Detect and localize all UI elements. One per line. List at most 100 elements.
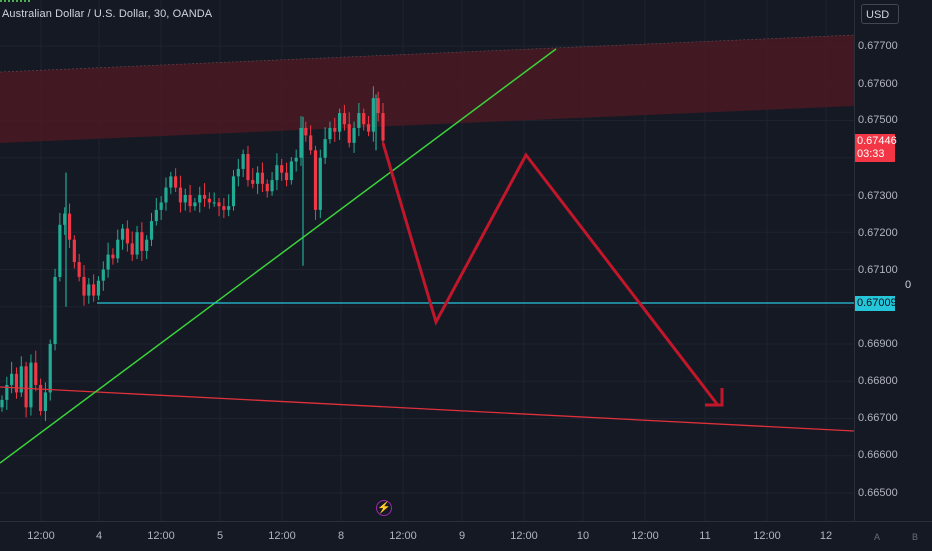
candle-body (0, 399, 4, 408)
candle-body (19, 366, 23, 393)
candle-body (125, 228, 129, 244)
candle-body (48, 344, 52, 393)
candle-body (140, 232, 144, 251)
candle-body (333, 127, 337, 132)
time-label: 8 (337, 530, 345, 542)
candle-body (294, 157, 298, 162)
uptrend-line[interactable] (0, 48, 557, 464)
candle-body (135, 232, 139, 255)
candle-body (289, 161, 293, 181)
last-price-tag[interactable]: 0.67446 03:33 (855, 134, 897, 162)
candle-body (202, 195, 207, 199)
price-axis[interactable]: USD 0.67700 0.67600 0.67500 0.67446 03:3… (854, 0, 932, 521)
candle-body (63, 213, 67, 225)
candle-body (5, 384, 9, 400)
candle-body (116, 239, 120, 259)
candle-body (270, 180, 274, 192)
candle-body (323, 139, 327, 158)
candles (0, 86, 385, 422)
lightning-icon[interactable]: ⚡ (376, 500, 392, 516)
candle-body (34, 362, 38, 385)
candle-body (188, 195, 192, 207)
axis-right-value: 0 (905, 279, 912, 291)
candle-body (149, 221, 154, 240)
candle-body (169, 176, 173, 188)
price-label: 0.67700 (858, 40, 898, 52)
candle-body (275, 165, 279, 181)
candle-body (43, 392, 48, 412)
time-label: 12:00 (631, 530, 659, 542)
candle-body (328, 127, 332, 140)
support-line[interactable] (0, 386, 854, 432)
time-axis[interactable]: 12:00 4 12:00 5 12:00 8 12:00 9 12:00 10… (0, 521, 932, 551)
candle-body (309, 135, 313, 151)
candle-body (101, 269, 105, 281)
candle-body (342, 113, 347, 125)
candle-body (241, 154, 245, 169)
time-label: 12 (819, 530, 833, 542)
price-label: 0.67300 (858, 190, 898, 202)
candle-body (120, 228, 125, 240)
chart-area[interactable]: Australian Dollar / U.S. Dollar, 30, OAN… (0, 0, 854, 521)
price-label: 0.67600 (858, 78, 898, 90)
currency-button[interactable]: USD (861, 4, 899, 24)
candle-body (29, 362, 33, 408)
candle-body (10, 373, 14, 385)
candle-body (38, 384, 43, 412)
candle-body (82, 276, 86, 296)
candle-body (337, 113, 342, 132)
price-label: 0.67100 (858, 264, 898, 276)
candle-body (280, 165, 284, 173)
candle-body (212, 202, 216, 204)
price-label: 0.66800 (858, 375, 898, 387)
candle-body (72, 239, 76, 263)
projection-path[interactable] (381, 142, 719, 405)
price-label: 0.66500 (858, 487, 898, 499)
candle-body (318, 157, 322, 210)
candle-body (366, 124, 371, 132)
countdown-value: 03:33 (857, 148, 885, 160)
candle-body (357, 113, 361, 128)
candle-body (236, 168, 240, 177)
price-label: 0.67200 (858, 227, 898, 239)
time-label: 12:00 (147, 530, 175, 542)
candle-body (130, 243, 134, 255)
time-label: 12:00 (510, 530, 538, 542)
candle-body (193, 202, 197, 207)
candle-body (198, 195, 202, 203)
price-label: 0.66900 (858, 338, 898, 350)
candle-body (299, 127, 303, 158)
candle-body (362, 113, 366, 125)
candle-body (145, 239, 149, 251)
resistance-zone[interactable] (0, 35, 854, 143)
price-label: 0.67500 (858, 114, 898, 126)
time-label: 12:00 (753, 530, 781, 542)
time-label: 12:00 (268, 530, 296, 542)
time-label: 12:00 (389, 530, 417, 542)
candle-body (227, 206, 231, 210)
time-label: 11 (699, 530, 711, 542)
auto-scale-button[interactable]: A (874, 532, 881, 542)
candle-body (352, 127, 356, 143)
candle-body (174, 176, 178, 188)
candle-body (256, 172, 260, 184)
candle-body (159, 202, 163, 210)
candle-body (260, 172, 265, 184)
horizontal-level-tag[interactable]: 0.67009 (855, 296, 897, 311)
candle-body (178, 187, 183, 203)
candle-body (284, 172, 289, 181)
candle-body (183, 195, 187, 203)
log-scale-button[interactable]: B (912, 532, 919, 542)
time-label: 5 (216, 530, 224, 542)
candle-body (77, 262, 81, 277)
candle-body (87, 284, 91, 296)
time-label: 10 (576, 530, 590, 542)
time-label: 9 (458, 530, 466, 542)
chart-canvas[interactable] (0, 0, 854, 521)
candle-body (304, 127, 308, 136)
chart-title: Australian Dollar / U.S. Dollar, 30, OAN… (2, 8, 213, 20)
candle-body (347, 124, 351, 143)
zone-top-line[interactable] (0, 34, 854, 73)
candle-body (217, 202, 221, 207)
candle-body (111, 254, 115, 259)
